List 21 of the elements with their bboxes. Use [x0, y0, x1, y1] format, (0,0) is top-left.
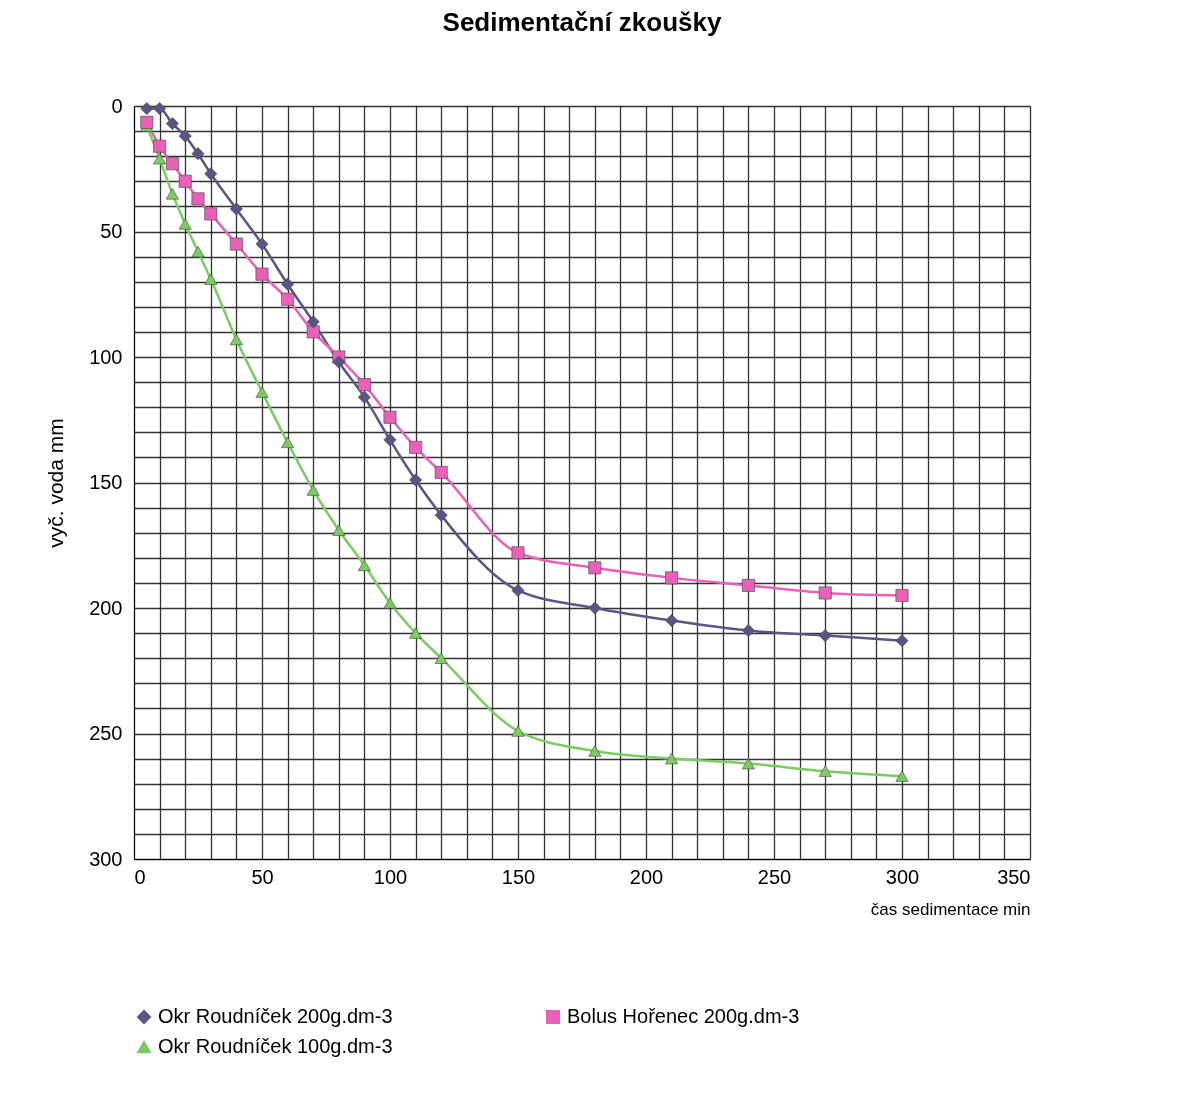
x-tick-label: 150	[501, 865, 536, 888]
y-tick-label: 150	[89, 471, 123, 493]
x-tick-label: 50	[251, 865, 274, 888]
y-tick-label: 300	[89, 847, 123, 870]
x-axis-title: čas sedimentace min	[870, 899, 1031, 919]
y-tick-label: 250	[89, 722, 123, 744]
y-tick-label: 200	[89, 596, 123, 619]
x-tick-label: 350	[997, 865, 1031, 888]
x-tick-label: 200	[629, 865, 664, 888]
legend-label: Okr Roudníček 100g.dm-3	[158, 1035, 393, 1057]
x-tick-label: 0	[134, 865, 146, 888]
y-tick-label: 50	[100, 220, 123, 242]
chart-title: Sedimentační zkoušky	[442, 7, 722, 37]
x-tick-label: 100	[373, 865, 408, 888]
x-tick-label: 250	[757, 865, 792, 888]
legend-label: Bolus Hořenec 200g.dm-3	[567, 1005, 800, 1027]
x-tick-label: 300	[885, 865, 920, 888]
y-axis-title: vyč. voda mm	[44, 418, 68, 548]
legend-label: Okr Roudníček 200g.dm-3	[158, 1005, 393, 1027]
y-tick-label: 100	[89, 345, 123, 368]
y-tick-label: 0	[111, 94, 123, 117]
